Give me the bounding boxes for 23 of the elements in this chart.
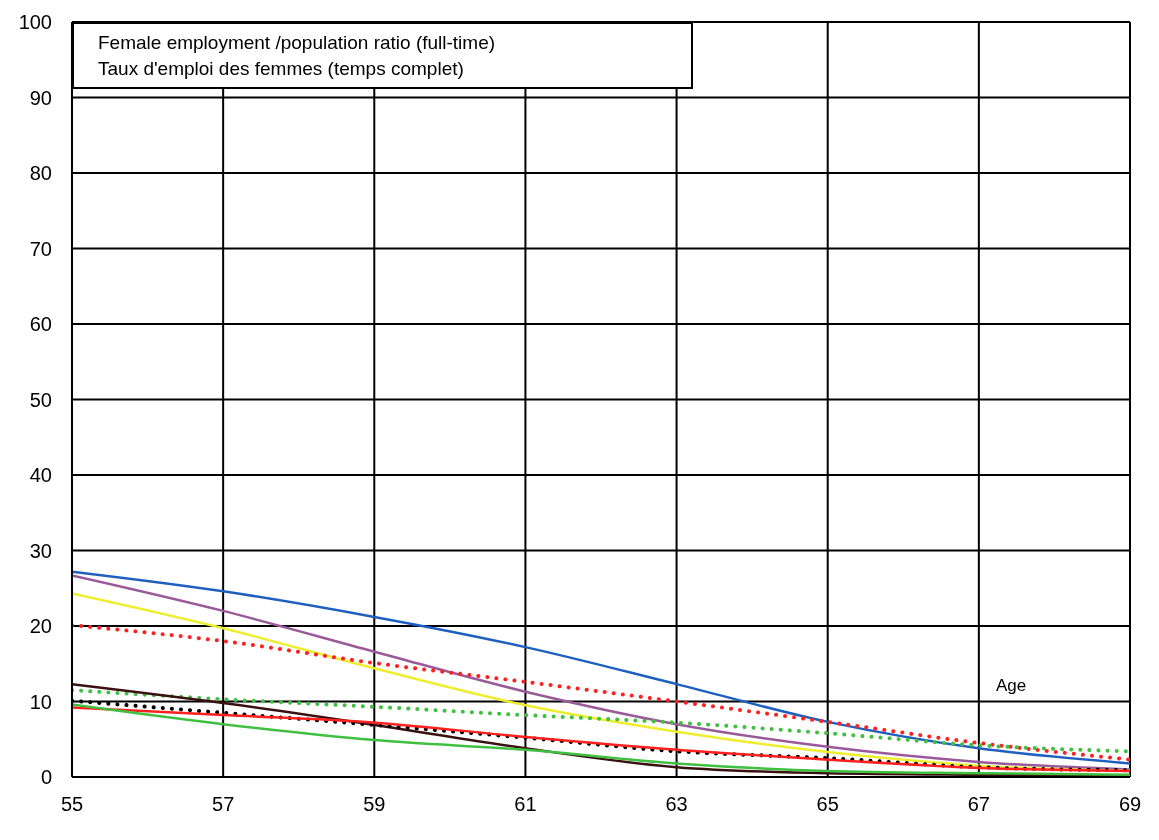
- x-tick-label: 57: [212, 793, 235, 816]
- y-tick-label: 90: [29, 86, 52, 109]
- x-tick-label: 55: [60, 793, 84, 816]
- x-axis-title: Age: [996, 676, 1027, 696]
- x-tick-label: 59: [363, 793, 386, 816]
- x-tick-label: 63: [665, 793, 688, 816]
- y-tick-label: 40: [29, 464, 52, 487]
- y-tick-label: 20: [29, 615, 52, 638]
- y-tick-label: 60: [29, 313, 52, 336]
- x-tick-label: 61: [514, 793, 537, 816]
- line-series: [72, 623, 1130, 762]
- y-tick-label: 70: [29, 237, 52, 260]
- text: Female employment /population ratio (full-time): [98, 31, 497, 55]
- y-tick-label: 100: [18, 11, 52, 34]
- x-tick-label: 67: [967, 793, 990, 816]
- x-tick-label: 65: [816, 793, 839, 816]
- y-tick-label: 30: [29, 539, 52, 562]
- text: Taux d'emploi des femmes (temps complet): [98, 57, 465, 81]
- y-tick-label: 80: [29, 162, 52, 185]
- y-tick-label: 50: [29, 388, 52, 411]
- y-tick-label: 0: [40, 766, 52, 789]
- y-tick-label: 10: [29, 690, 52, 713]
- x-tick-label: 69: [1118, 793, 1142, 816]
